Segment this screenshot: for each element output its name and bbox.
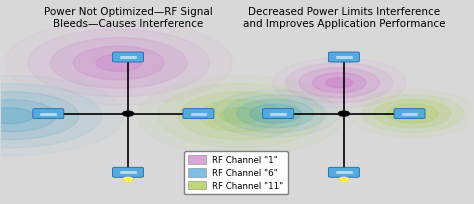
Ellipse shape [0, 92, 79, 140]
Ellipse shape [249, 105, 301, 123]
Ellipse shape [285, 63, 393, 103]
Ellipse shape [96, 55, 141, 72]
FancyBboxPatch shape [183, 109, 214, 119]
Ellipse shape [220, 108, 261, 124]
Ellipse shape [0, 108, 34, 124]
Ellipse shape [158, 84, 323, 148]
Ellipse shape [224, 95, 327, 133]
Circle shape [338, 112, 349, 116]
Circle shape [126, 178, 131, 180]
Ellipse shape [374, 100, 451, 128]
Text: Power Not Optimized—RF Signal
Bleeds—Causes Interference: Power Not Optimized—RF Signal Bleeds—Cau… [44, 7, 212, 29]
Ellipse shape [0, 84, 101, 148]
Ellipse shape [0, 100, 56, 132]
Ellipse shape [312, 73, 366, 93]
Ellipse shape [237, 100, 314, 128]
Circle shape [122, 112, 134, 116]
Ellipse shape [200, 100, 282, 132]
Ellipse shape [361, 95, 464, 133]
Ellipse shape [299, 68, 379, 98]
Ellipse shape [51, 38, 187, 89]
FancyBboxPatch shape [33, 109, 64, 119]
FancyBboxPatch shape [263, 109, 294, 119]
Legend: RF Channel "1", RF Channel "6", RF Channel "11": RF Channel "1", RF Channel "6", RF Chann… [184, 151, 288, 194]
FancyBboxPatch shape [328, 53, 359, 63]
FancyBboxPatch shape [328, 167, 359, 177]
Ellipse shape [400, 109, 425, 119]
Ellipse shape [179, 92, 302, 140]
Text: Decreased Power Limits Interference
and Improves Application Performance: Decreased Power Limits Interference and … [243, 7, 445, 29]
Circle shape [124, 177, 132, 181]
FancyBboxPatch shape [113, 167, 144, 177]
Ellipse shape [262, 109, 288, 119]
Ellipse shape [326, 78, 353, 88]
Ellipse shape [73, 47, 164, 80]
Circle shape [340, 177, 348, 181]
FancyBboxPatch shape [113, 53, 144, 63]
FancyBboxPatch shape [394, 109, 425, 119]
Ellipse shape [28, 30, 210, 97]
Circle shape [341, 178, 346, 180]
Ellipse shape [387, 105, 438, 123]
